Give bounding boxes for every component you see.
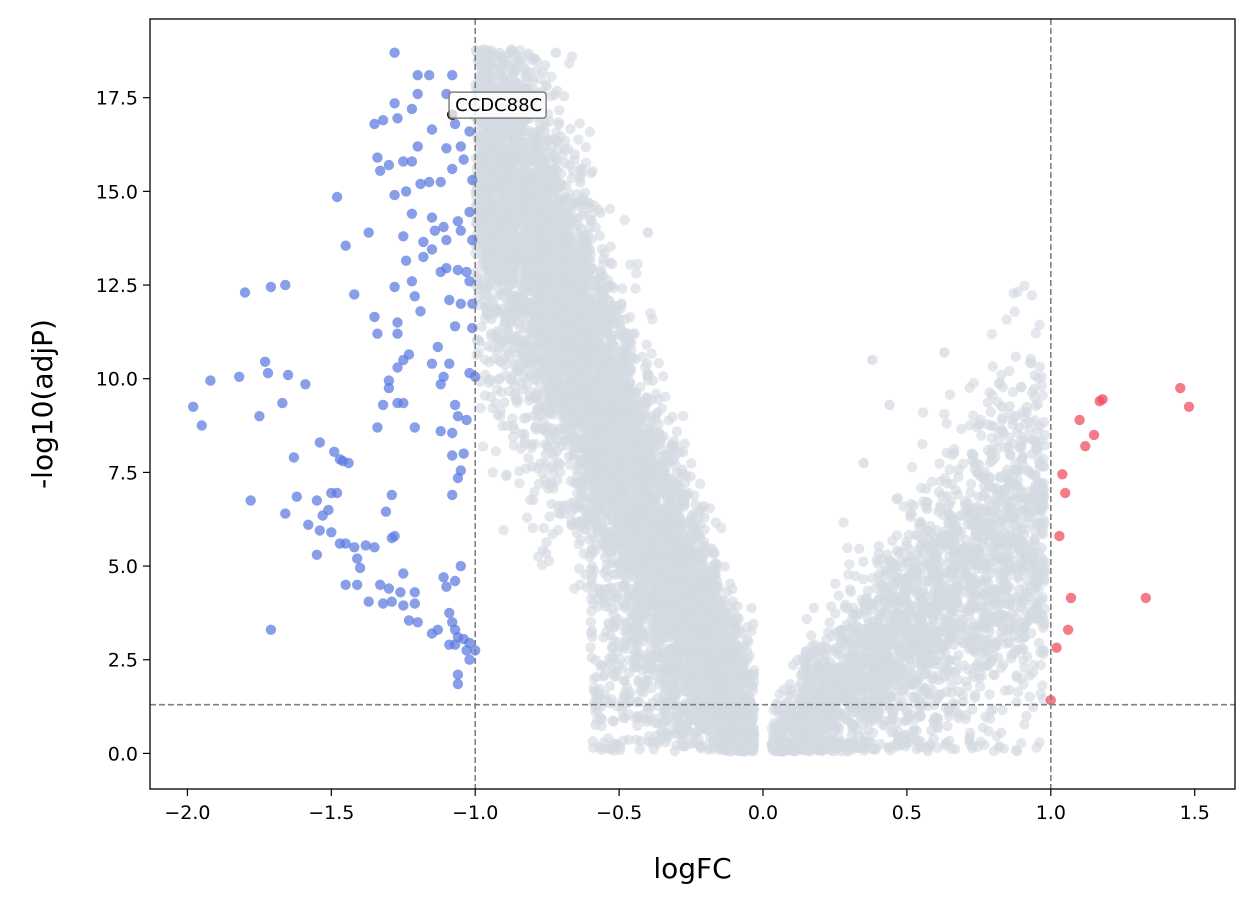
ns-point <box>826 601 837 612</box>
ns-point <box>594 230 605 241</box>
ns-point <box>806 630 817 641</box>
ns-point <box>1011 427 1023 438</box>
ns-point <box>1033 637 1045 649</box>
ns-point <box>833 590 844 601</box>
ns-point <box>688 738 699 749</box>
ns-point <box>584 126 596 137</box>
ns-point <box>1011 697 1022 708</box>
ns-point <box>858 574 869 585</box>
ns-point <box>950 655 962 666</box>
ns-point <box>564 459 575 470</box>
ns-point <box>698 537 710 548</box>
ns-point <box>521 512 533 523</box>
ns-point <box>1010 744 1022 756</box>
ns-point <box>873 541 885 552</box>
ns-point <box>1026 290 1038 301</box>
ns-point <box>658 371 669 382</box>
ns-point <box>555 466 566 477</box>
ns-point <box>533 551 544 562</box>
ns-point <box>646 348 657 359</box>
ns-point <box>631 268 642 279</box>
ns-point <box>630 283 641 294</box>
ns-point <box>984 713 996 724</box>
ns-point <box>1019 280 1030 291</box>
ns-point <box>623 734 634 745</box>
ns-point <box>533 478 545 490</box>
ns-point <box>905 498 917 510</box>
ns-point <box>975 681 986 692</box>
ns-point <box>1024 691 1035 702</box>
ns-point <box>555 181 567 192</box>
ns-point <box>854 543 865 554</box>
ns-point <box>996 369 1007 380</box>
ns-point <box>976 430 987 441</box>
ns-point <box>939 408 950 420</box>
ns-point <box>926 476 937 487</box>
non-significant-points <box>470 44 1051 757</box>
ns-point <box>1034 361 1046 372</box>
ns-point <box>986 328 997 340</box>
ns-point <box>997 412 1008 424</box>
ns-point <box>1039 429 1051 441</box>
ns-point <box>1026 387 1038 398</box>
ns-point <box>477 441 489 452</box>
ns-point <box>1007 386 1019 397</box>
ns-point <box>1021 651 1033 662</box>
ns-point <box>917 407 929 418</box>
ns-point <box>808 602 820 613</box>
ns-point <box>537 468 548 479</box>
ns-point <box>969 671 980 683</box>
ns-point <box>585 642 596 653</box>
ns-point <box>498 525 509 536</box>
ns-point <box>475 402 486 414</box>
ns-point <box>1019 719 1030 730</box>
ns-point <box>623 709 634 720</box>
ns-point <box>575 223 586 234</box>
ns-point <box>554 105 565 116</box>
ns-point <box>1028 667 1039 678</box>
ns-point <box>569 583 580 594</box>
ns-point <box>1034 319 1045 331</box>
plot-area: CCDC88C <box>150 19 1235 789</box>
ns-point <box>559 91 570 102</box>
ns-point <box>1007 419 1018 430</box>
ns-point <box>605 241 616 252</box>
ns-point <box>507 413 518 424</box>
ns-point <box>845 586 856 597</box>
ns-point <box>830 578 841 589</box>
ns-point <box>632 720 643 731</box>
ns-point <box>490 446 502 457</box>
ns-point <box>719 561 730 572</box>
ns-point <box>476 321 487 332</box>
ns-point <box>686 458 697 469</box>
ns-point <box>552 474 563 486</box>
ns-point <box>1036 542 1047 554</box>
ns-point <box>1009 306 1020 317</box>
ns-point <box>698 740 710 751</box>
ns-point <box>875 738 886 750</box>
ns-point <box>586 652 597 663</box>
ns-point <box>1006 609 1018 620</box>
ns-point <box>487 467 498 478</box>
ns-point <box>956 423 967 435</box>
ns-point <box>824 617 835 628</box>
ns-point <box>634 744 645 755</box>
ns-point <box>948 606 960 617</box>
ns-point <box>1012 573 1024 584</box>
ns-point <box>1027 701 1039 713</box>
ns-point <box>891 545 903 556</box>
ns-point <box>961 681 973 692</box>
ns-point <box>580 142 592 153</box>
ns-point <box>1017 452 1028 463</box>
ns-point <box>695 478 706 489</box>
ns-point <box>616 283 628 294</box>
ns-point <box>523 452 534 464</box>
ns-point <box>585 616 597 628</box>
ns-point <box>635 736 646 747</box>
ns-point <box>573 134 584 145</box>
ns-point <box>677 410 689 422</box>
ns-point <box>671 426 683 437</box>
